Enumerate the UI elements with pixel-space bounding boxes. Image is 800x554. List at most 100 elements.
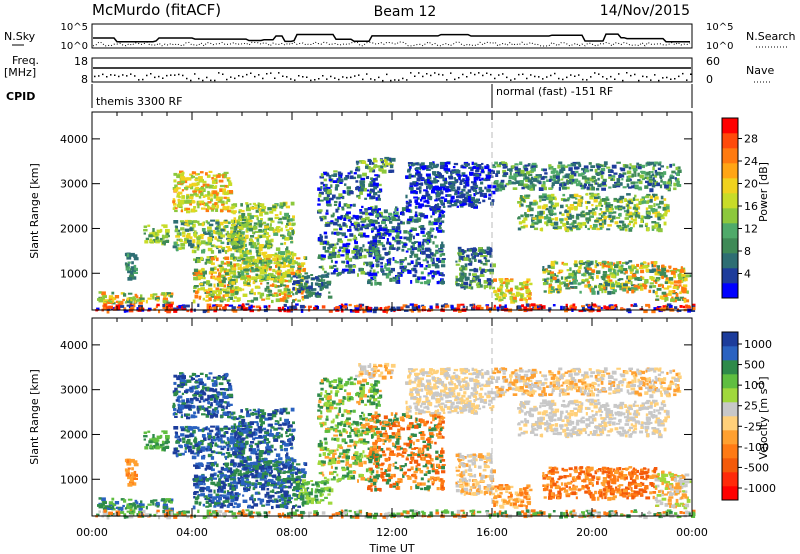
power-echo-cell: [219, 296, 223, 300]
power-echo-cell: [589, 272, 595, 276]
power-echo-cell: [632, 207, 637, 210]
power-echo-cell: [334, 268, 339, 272]
power-echo-cell: [441, 259, 445, 264]
power-echo-cell: [264, 230, 267, 233]
power-echo-cell: [138, 301, 143, 305]
power-echo-cell: [657, 216, 662, 220]
power-echo-cell: [484, 192, 487, 197]
power-echo-cell: [573, 206, 578, 210]
power-echo-cell: [450, 173, 453, 178]
power-echo-cell: [318, 191, 324, 195]
power-echo-cell: [156, 229, 162, 233]
power-echo-cell: [614, 181, 618, 184]
nave-dot: [498, 74, 500, 76]
power-echo-cell: [411, 251, 414, 256]
power-echo-cell: [375, 213, 380, 218]
power-echo-cell: [188, 243, 193, 247]
power-echo-cell: [569, 281, 574, 285]
power-echo-cell: [281, 279, 287, 283]
power-echo-cell: [479, 249, 484, 253]
nave-dot: [242, 75, 244, 78]
power-echo-cell: [626, 204, 629, 207]
power-echo-cell: [573, 166, 579, 170]
power-echo-cell: [284, 258, 288, 262]
power-echo-cell: [198, 283, 204, 286]
power-echo-cell: [519, 204, 522, 208]
power-echo-cell: [521, 284, 527, 288]
power-echo-cell: [275, 277, 279, 280]
power-echo-cell: [370, 223, 375, 227]
power-echo-cell: [659, 214, 664, 217]
power-echo-cell: [336, 242, 339, 246]
power-echo-cell: [477, 278, 481, 283]
power-echo-cell: [492, 166, 497, 169]
power-echo-cell: [421, 276, 426, 280]
power-echo-cell: [317, 203, 321, 206]
power-echo-cell: [381, 244, 386, 247]
power-echo-cell: [590, 193, 596, 198]
power-echo-cell: [575, 170, 579, 174]
power-echo-cell: [290, 291, 294, 294]
power-echo-cell: [567, 164, 572, 167]
power-echo-cell: [598, 201, 602, 205]
power-echo-cell: [359, 246, 363, 250]
power-echo-cell: [233, 296, 237, 299]
power-echo-cell: [541, 184, 546, 188]
power-echo-cell: [230, 226, 234, 230]
power-echo-cell: [464, 197, 469, 201]
power-echo-cell: [595, 187, 600, 191]
power-echo-cell: [127, 261, 131, 264]
power-echo-cell: [202, 297, 205, 301]
power-echo-cell: [479, 192, 484, 197]
power-echo-cell: [370, 265, 373, 270]
power-echo-cell: [254, 236, 259, 240]
power-echo-cell: [366, 189, 370, 192]
power-echo-cell: [194, 271, 200, 274]
power-echo-cell: [250, 259, 253, 263]
power-echo-cell: [226, 291, 230, 294]
power-echo-cell: [303, 275, 309, 280]
power-echo-cell: [651, 227, 655, 231]
power-echo-cell: [663, 198, 667, 201]
power-echo-cell: [619, 206, 622, 209]
power-echo-cell: [201, 274, 206, 277]
power-echo-cell: [453, 202, 458, 206]
power-echo-cell: [332, 212, 335, 217]
power-echo-cell: [439, 199, 443, 202]
power-echo-cell: [573, 279, 578, 282]
power-echo-cell: [213, 306, 217, 310]
power-echo-cell: [290, 265, 295, 268]
power-echo-cell: [359, 304, 362, 308]
power-echo-cell: [656, 182, 660, 187]
power-echo-cell: [586, 280, 590, 284]
power-echo-cell: [239, 264, 242, 268]
power-echo-cell: [653, 179, 657, 182]
power-echo-cell: [388, 233, 391, 237]
power-echo-cell: [691, 309, 696, 312]
power-echo-cell: [473, 193, 476, 197]
power-echo-cell: [155, 297, 160, 301]
power-echo-cell: [189, 186, 194, 190]
power-echo-cell: [233, 275, 238, 278]
power-echo-cell: [591, 303, 597, 306]
power-echo-cell: [437, 180, 440, 183]
power-echo-cell: [264, 264, 268, 267]
nsky-frame: [91, 23, 693, 49]
power-echo-cell: [377, 233, 381, 236]
power-echo-cell: [531, 165, 536, 169]
power-echo-cell: [323, 178, 327, 182]
power-echo-cell: [608, 207, 613, 211]
power-echo-cell: [301, 277, 305, 281]
power-echo-cell: [396, 280, 399, 284]
power-echo-cell: [274, 285, 278, 289]
power-echo-cell: [629, 163, 632, 166]
power-echo-cell: [663, 274, 668, 278]
power-echo-cell: [554, 180, 560, 184]
power-echo-cell: [383, 209, 388, 214]
power-echo-cell: [323, 281, 327, 285]
power-echo-cell: [474, 184, 479, 188]
power-echo-cell: [634, 184, 639, 189]
power-echo-cell: [328, 244, 333, 248]
power-echo-cell: [289, 260, 293, 264]
power-echo-cell: [345, 265, 348, 268]
